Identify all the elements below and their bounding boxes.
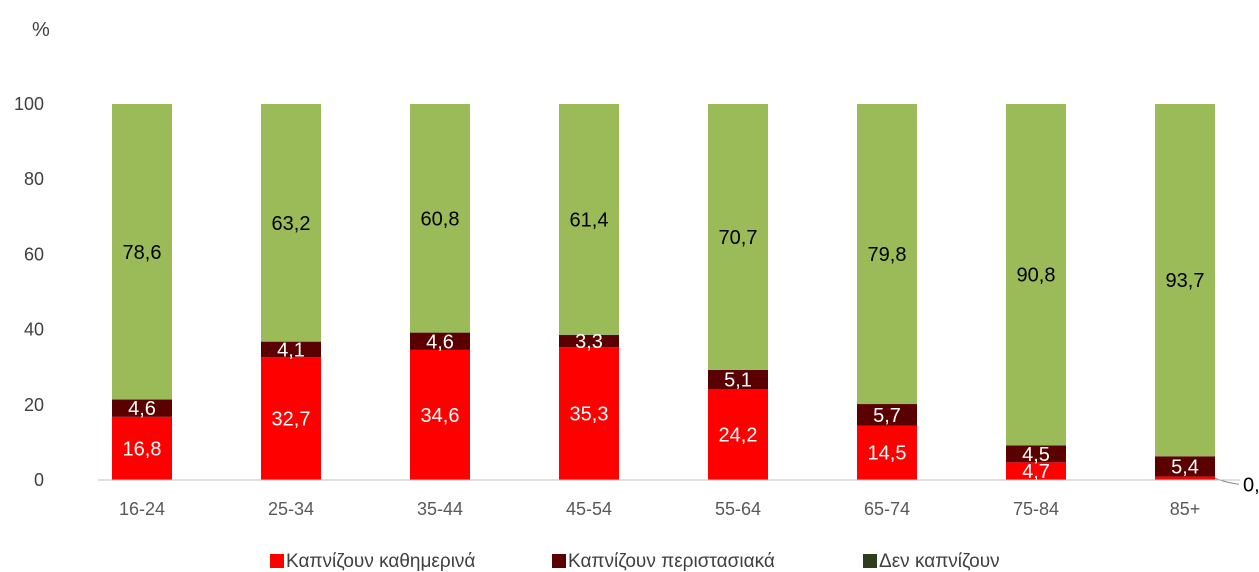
- data-label: 79,8: [868, 244, 907, 266]
- y-tick-label: 0: [34, 470, 44, 490]
- data-label: 63,2: [272, 213, 311, 235]
- y-tick-label: 80: [24, 169, 44, 189]
- daily-smokers-segment: [261, 357, 321, 480]
- legend-swatch: [270, 554, 284, 568]
- daily-smokers-segment: [112, 416, 172, 480]
- x-category-label: 25-34: [268, 499, 314, 519]
- non-smokers-segment: [1155, 104, 1215, 457]
- data-label: 4,6: [426, 331, 454, 353]
- daily-smokers-segment: [857, 425, 917, 480]
- data-label: 70,7: [719, 227, 758, 249]
- data-label: 5,7: [873, 405, 901, 427]
- daily-smokers-segment: [1155, 476, 1215, 480]
- non-smokers-segment: [559, 104, 619, 335]
- data-label: 16,8: [123, 438, 162, 460]
- x-category-label: 85+: [1170, 499, 1201, 519]
- data-label: 4,1: [277, 339, 305, 361]
- legend-label: Δεν καπνίζουν: [879, 551, 1000, 572]
- data-label: 4,7: [1022, 461, 1050, 483]
- occasional-smokers-segment: [559, 334, 619, 348]
- occasional-smokers-segment: [708, 369, 768, 390]
- data-label: 3,3: [575, 331, 603, 353]
- y-tick-label: 60: [24, 244, 44, 264]
- data-label-leader-line: [1214, 477, 1240, 485]
- occasional-smokers-segment: [112, 399, 172, 417]
- x-category-label: 65-74: [864, 499, 910, 519]
- y-axis-unit-label: %: [32, 19, 50, 41]
- x-category-label: 75-84: [1013, 499, 1059, 519]
- legend-swatch: [863, 554, 877, 568]
- occasional-smokers-segment: [1006, 445, 1066, 463]
- data-label: 90,8: [1017, 265, 1056, 287]
- non-smokers-segment: [857, 104, 917, 405]
- data-label: 32,7: [272, 409, 311, 431]
- data-label: 4,5: [1022, 444, 1050, 466]
- data-label: 34,6: [421, 405, 460, 427]
- non-smokers-segment: [261, 104, 321, 342]
- data-label: 60,8: [421, 208, 460, 230]
- legend-label: Καπνίζουν καθημερινά: [286, 551, 475, 572]
- legend-swatch: [552, 554, 566, 568]
- non-smokers-segment: [708, 104, 768, 370]
- data-label: 5,4: [1171, 456, 1199, 478]
- data-label: 35,3: [570, 404, 609, 426]
- data-label: 78,6: [123, 242, 162, 264]
- occasional-smokers-segment: [1155, 456, 1215, 477]
- daily-smokers-segment: [559, 347, 619, 480]
- x-category-label: 45-54: [566, 499, 612, 519]
- data-label: 24,2: [719, 425, 758, 447]
- data-label: 5,1: [724, 369, 752, 391]
- data-label: 4,6: [128, 398, 156, 420]
- non-smokers-segment: [410, 104, 470, 333]
- data-label: 0,9: [1243, 474, 1259, 496]
- daily-smokers-segment: [1006, 462, 1066, 480]
- data-label: 61,4: [570, 209, 609, 231]
- daily-smokers-segment: [410, 349, 470, 480]
- x-category-label: 16-24: [119, 499, 165, 519]
- y-tick-label: 100: [14, 94, 44, 114]
- data-label: 14,5: [868, 443, 907, 465]
- x-category-label: 55-64: [715, 499, 761, 519]
- x-category-label: 35-44: [417, 499, 463, 519]
- data-label: 93,7: [1166, 270, 1205, 292]
- legend-label: Καπνίζουν περιστασιακά: [568, 551, 775, 572]
- occasional-smokers-segment: [410, 332, 470, 350]
- y-tick-label: 40: [24, 320, 44, 340]
- non-smokers-segment: [1006, 104, 1066, 446]
- occasional-smokers-segment: [261, 341, 321, 358]
- non-smokers-segment: [112, 104, 172, 400]
- daily-smokers-segment: [708, 389, 768, 480]
- occasional-smokers-segment: [857, 404, 917, 426]
- y-tick-label: 20: [24, 395, 44, 415]
